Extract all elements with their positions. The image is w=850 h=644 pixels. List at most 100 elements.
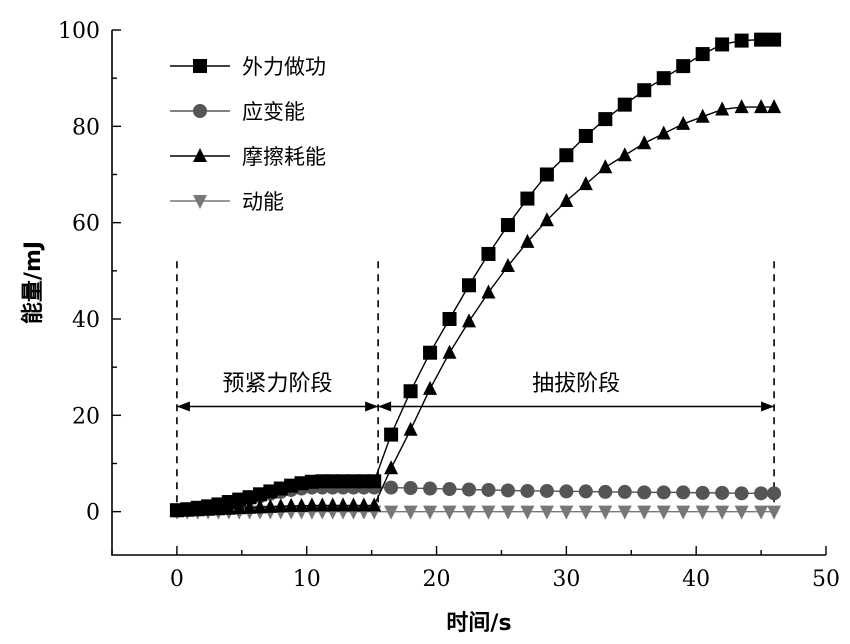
data-point — [578, 505, 593, 520]
data-point — [520, 483, 535, 498]
data-point — [767, 486, 782, 501]
data-point — [715, 505, 730, 520]
data-point — [442, 482, 457, 497]
data-point — [500, 218, 515, 233]
data-point — [384, 427, 399, 442]
data-point — [559, 484, 574, 499]
data-point — [346, 497, 361, 512]
y-tick-label: 20 — [72, 404, 100, 429]
arrow-head-right — [365, 401, 379, 412]
data-point — [481, 482, 496, 497]
y-tick-label: 0 — [86, 501, 100, 526]
data-point — [520, 505, 535, 520]
data-point — [367, 497, 382, 512]
x-tick-label: 40 — [682, 567, 710, 592]
data-point — [734, 33, 749, 48]
legend-marker — [193, 59, 207, 73]
data-point — [403, 505, 418, 520]
x-tick-label: 30 — [552, 567, 580, 592]
data-point — [315, 497, 330, 512]
phase-label: 抽拔阶段 — [532, 372, 620, 397]
legend-marker — [193, 148, 207, 162]
data-point — [637, 505, 652, 520]
data-point — [754, 486, 769, 501]
data-point — [252, 499, 267, 514]
data-point — [481, 505, 496, 520]
data-point — [598, 505, 613, 520]
data-point — [656, 485, 671, 500]
data-point — [367, 474, 382, 489]
data-point — [578, 484, 593, 499]
data-point — [403, 421, 418, 436]
data-point — [578, 128, 593, 143]
data-point — [656, 505, 671, 520]
data-point — [734, 99, 749, 114]
x-tick-label: 0 — [170, 567, 184, 592]
data-point — [617, 97, 632, 112]
data-point — [617, 147, 632, 162]
data-point — [403, 384, 418, 399]
data-point — [284, 497, 299, 512]
data-point — [715, 485, 730, 500]
data-point — [754, 99, 769, 114]
data-point — [384, 480, 399, 495]
data-point — [442, 311, 457, 326]
y-tick-label: 80 — [72, 115, 100, 140]
data-point — [578, 176, 593, 191]
data-point — [500, 505, 515, 520]
data-point — [767, 32, 782, 47]
legend-marker — [193, 104, 207, 118]
legend-item: 外力做功 — [170, 55, 326, 79]
data-point — [734, 486, 749, 501]
data-point — [500, 258, 515, 273]
data-point — [598, 484, 613, 499]
data-point — [656, 125, 671, 140]
data-point — [676, 505, 691, 520]
data-point — [617, 505, 632, 520]
data-point — [767, 99, 782, 114]
data-point — [695, 485, 710, 500]
legend-label: 外力做功 — [242, 55, 326, 79]
x-tick-label: 10 — [293, 567, 321, 592]
data-point — [637, 485, 652, 500]
x-axis-title: 时间/s — [446, 611, 511, 636]
data-point — [539, 212, 554, 227]
data-point — [656, 71, 671, 86]
legend-marker — [193, 195, 207, 209]
data-point — [676, 115, 691, 130]
data-point — [520, 233, 535, 248]
data-point — [500, 483, 515, 498]
data-point — [695, 47, 710, 62]
data-point — [559, 192, 574, 207]
data-point — [232, 500, 247, 515]
data-point — [539, 167, 554, 182]
data-point — [598, 159, 613, 174]
data-point — [263, 498, 278, 513]
data-point — [336, 497, 351, 512]
data-point — [754, 32, 769, 47]
data-point — [462, 505, 476, 520]
data-point — [715, 37, 730, 52]
data-point — [242, 499, 257, 514]
arrow-head-left — [378, 401, 392, 412]
data-point — [403, 481, 418, 496]
data-point — [695, 108, 710, 123]
data-point — [637, 83, 652, 98]
data-point — [423, 380, 438, 395]
data-point — [559, 505, 574, 520]
data-point — [598, 112, 613, 127]
y-tick-label: 60 — [72, 212, 100, 237]
x-tick-label: 50 — [812, 567, 840, 592]
data-point — [695, 505, 710, 520]
data-point — [304, 497, 319, 512]
phase-annotations: 预紧力阶段 抽拔阶段 — [176, 261, 775, 512]
data-point — [325, 497, 340, 512]
series-layer — [169, 32, 782, 520]
data-point — [676, 59, 691, 74]
data-point — [423, 345, 438, 360]
data-point — [462, 278, 476, 293]
data-point — [539, 505, 554, 520]
x-tick-label: 20 — [423, 567, 451, 592]
data-point — [384, 505, 399, 520]
